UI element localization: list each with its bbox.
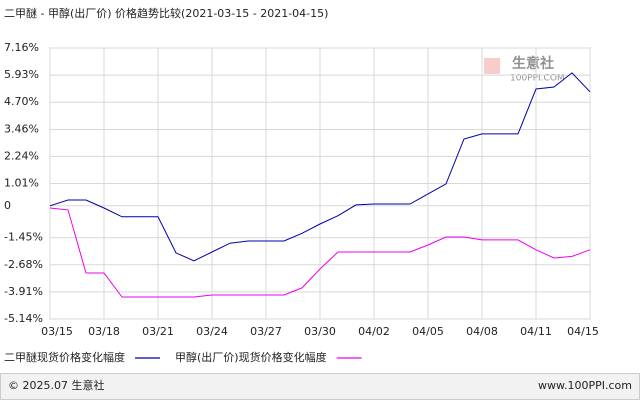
x-tick-label: 04/08 — [466, 325, 498, 338]
footer-left: © 2025.07 生意社 — [8, 378, 104, 392]
y-tick-label: 3.46% — [4, 123, 39, 136]
y-tick-label: 4.70% — [4, 95, 39, 108]
legend-label: 二甲醚现货价格变化幅度 — [4, 350, 125, 364]
series-line — [49, 72, 591, 262]
y-tick-label: -1.45% — [4, 231, 43, 244]
y-tick-label: 7.16% — [4, 41, 39, 54]
x-tick-label: 03/27 — [250, 325, 282, 338]
series-line — [49, 207, 591, 298]
x-tick-label: 03/30 — [304, 325, 336, 338]
y-tick-label: 0 — [4, 199, 11, 212]
x-tick-label: 04/02 — [358, 325, 390, 338]
watermark-name: 生意社 — [512, 55, 554, 72]
footer-bar — [0, 373, 640, 400]
chart-title: 二甲醚 - 甲醇(出厂价) 价格趋势比较(2021-03-15 - 2021-0… — [4, 6, 328, 20]
x-tick-label: 03/18 — [88, 325, 120, 338]
y-tick-label: 2.24% — [4, 149, 39, 162]
y-tick-label: -5.14% — [4, 312, 43, 325]
y-tick-label: -3.91% — [4, 285, 43, 298]
watermark-icon — [484, 58, 500, 74]
x-tick-label: 03/15 — [41, 325, 73, 338]
watermark: 生意社 100PPI.COM — [484, 55, 565, 84]
x-tick-label: 04/11 — [520, 325, 552, 338]
watermark-site: 100PPI.COM — [510, 74, 565, 84]
legend-label: 甲醇(出厂价)现货价格变化幅度 — [175, 350, 327, 364]
x-tick-label: 03/21 — [142, 325, 174, 338]
x-tick-label: 04/05 — [412, 325, 444, 338]
y-tick-label: -2.68% — [4, 258, 43, 271]
x-tick-label: 04/15 — [567, 325, 599, 338]
y-tick-label: 5.93% — [4, 68, 39, 81]
x-tick-label: 03/24 — [196, 325, 228, 338]
footer-right: www.100PPI.com — [538, 379, 632, 392]
y-tick-label: 1.01% — [4, 177, 39, 190]
